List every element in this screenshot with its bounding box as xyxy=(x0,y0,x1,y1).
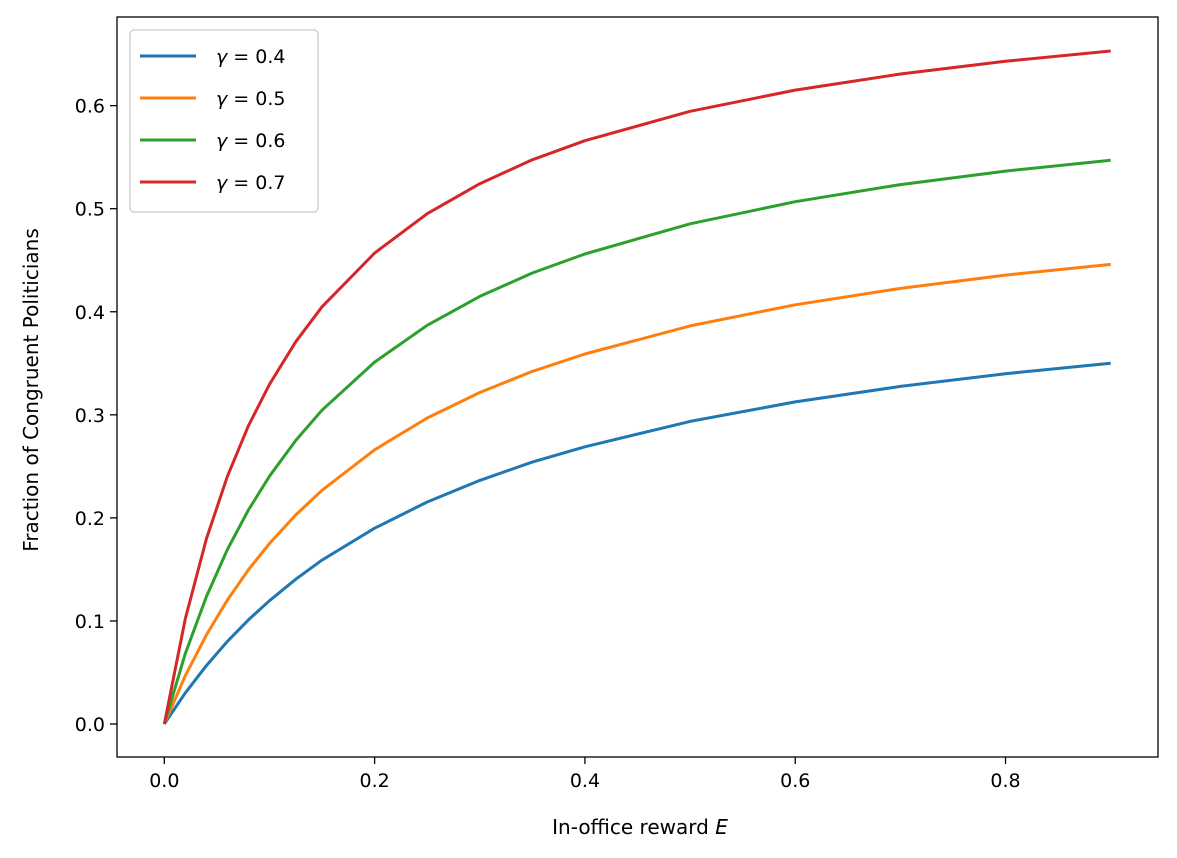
series-line-3 xyxy=(162,49,1111,725)
series-line-1 xyxy=(162,262,1111,725)
y-tick-label: 0.2 xyxy=(75,508,105,530)
legend-label-0: γ = 0.4 xyxy=(216,46,285,68)
y-tick-label: 0.6 xyxy=(75,96,105,118)
x-tick-label: 0.2 xyxy=(360,770,390,792)
legend-label-2: γ = 0.6 xyxy=(216,130,285,152)
y-axis: 0.0 0.1 0.2 0.3 0.4 0.5 0.6 xyxy=(75,96,117,736)
legend: γ = 0.4 γ = 0.5 γ = 0.6 γ = 0.7 xyxy=(129,29,319,213)
x-axis-label: In-office reward E xyxy=(552,815,728,839)
legend-label-1: γ = 0.5 xyxy=(216,88,285,110)
y-axis-label: Fraction of Congruent Politicians xyxy=(19,228,43,551)
plot-frame xyxy=(116,16,1159,758)
y-tick-label: 0.5 xyxy=(75,199,105,221)
legend-box xyxy=(129,29,319,213)
x-axis: 0.0 0.2 0.4 0.6 0.8 xyxy=(149,757,1021,792)
series-line-0 xyxy=(163,361,1111,725)
y-tick-label: 0.1 xyxy=(75,611,105,633)
y-tick-label: 0.0 xyxy=(75,714,105,736)
x-tick-label: 0.8 xyxy=(990,770,1020,792)
x-tick-label: 0.6 xyxy=(780,770,810,792)
series-layer xyxy=(162,49,1111,725)
y-tick-label: 0.3 xyxy=(75,405,105,427)
y-tick-label: 0.4 xyxy=(75,302,105,324)
legend-label-3: γ = 0.7 xyxy=(216,172,285,194)
x-tick-label: 0.4 xyxy=(570,770,600,792)
series-line-2 xyxy=(162,158,1111,725)
x-tick-label: 0.0 xyxy=(149,770,179,792)
